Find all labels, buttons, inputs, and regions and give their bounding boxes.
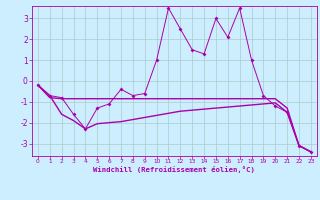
X-axis label: Windchill (Refroidissement éolien,°C): Windchill (Refroidissement éolien,°C) xyxy=(93,166,255,173)
